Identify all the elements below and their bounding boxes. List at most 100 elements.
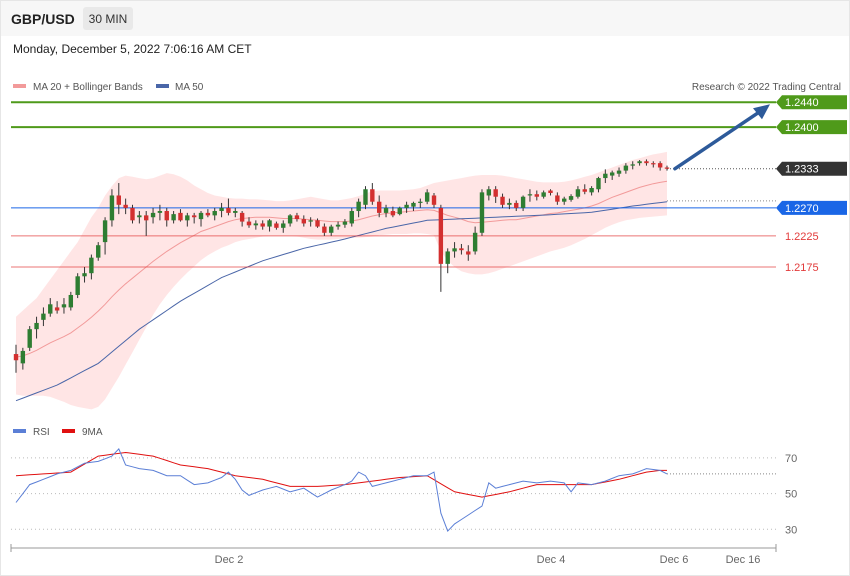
- candle-body: [246, 221, 252, 226]
- candle-body: [301, 219, 307, 224]
- rsi-tick-30: 30: [785, 524, 797, 536]
- candle-body: [479, 192, 485, 233]
- x-tick-dec-16: Dec 16: [726, 554, 761, 566]
- candle-body: [644, 161, 649, 164]
- candles-layer: [13, 159, 670, 373]
- header-bar: [1, 1, 849, 36]
- rsi-ma-legend-swatch: [62, 429, 75, 433]
- level-tag-1.2400: [776, 120, 847, 135]
- candle-body: [109, 195, 115, 221]
- level-labels-layer: 1.2440 1.2400 1.2333 1.2270 1.2225 1.2175: [776, 95, 847, 274]
- candle-body: [274, 223, 279, 228]
- candle-body: [424, 192, 430, 202]
- candle-body: [493, 189, 498, 197]
- candle-body: [582, 189, 587, 192]
- candle-body: [431, 195, 437, 205]
- rsi-legend-label: RSI: [33, 427, 50, 438]
- x-tick-dec-2: Dec 2: [215, 554, 244, 566]
- rsi-tick-70: 70: [785, 453, 797, 465]
- candle-body: [370, 189, 375, 202]
- candle-body: [144, 215, 149, 221]
- forecast-arrow-shaft: [673, 108, 764, 171]
- candle-body: [575, 189, 581, 197]
- candle-body: [157, 211, 163, 213]
- candle-body: [102, 220, 108, 243]
- candle-body: [171, 214, 176, 221]
- ma20-legend-label: MA 20 + Bollinger Bands: [33, 82, 143, 93]
- candle-body: [520, 196, 526, 208]
- ma20-legend-swatch: [13, 84, 26, 88]
- candle-body: [596, 178, 601, 190]
- candle-body: [48, 304, 53, 314]
- candle-body: [404, 204, 409, 208]
- level-lines-layer: [11, 101, 776, 268]
- ma50-legend-label: MA 50: [175, 82, 204, 93]
- candle-body: [651, 163, 656, 165]
- candle-body: [116, 195, 121, 205]
- candle-body: [41, 313, 46, 320]
- candle-body: [164, 211, 169, 221]
- candle-body: [541, 192, 546, 197]
- candle-body: [356, 201, 361, 212]
- candle-body: [342, 221, 348, 225]
- level-label-1.2270: 1.2270: [785, 203, 819, 215]
- rsi-panel-bg: [11, 420, 777, 546]
- candle-body: [527, 194, 533, 196]
- ma20-line: [15, 180, 668, 358]
- candle-body: [589, 188, 594, 193]
- candle-body: [34, 322, 39, 330]
- candle-body: [445, 251, 450, 264]
- ma50-legend-swatch: [156, 84, 169, 88]
- level-tag-1.2270: [776, 200, 847, 215]
- x-tick-dec-6: Dec 6: [660, 554, 689, 566]
- rsi-layer: 70 50 30: [11, 448, 797, 536]
- candle-body: [253, 223, 259, 226]
- candle-body: [603, 173, 608, 179]
- rsi-ma-line: [15, 451, 667, 498]
- candle-body: [322, 226, 327, 233]
- candle-body: [75, 276, 80, 295]
- candle-body: [514, 202, 519, 208]
- candle-body: [568, 196, 574, 200]
- candle-body: [616, 170, 622, 174]
- timeframe-button[interactable]: 30 MIN: [83, 7, 133, 30]
- x-tick-dec-4: Dec 4: [537, 554, 566, 566]
- candle-body: [308, 220, 313, 222]
- candle-body: [411, 202, 416, 207]
- candle-body: [383, 207, 389, 213]
- candle-body: [137, 215, 142, 218]
- rsi-line: [15, 448, 668, 533]
- candle-body: [150, 212, 156, 218]
- candle-body: [185, 215, 190, 221]
- candle-body: [623, 165, 629, 171]
- candle-body: [418, 201, 423, 203]
- candle-body: [54, 307, 60, 311]
- candle-body: [466, 251, 471, 255]
- candle-body: [68, 294, 74, 308]
- candle-body: [390, 211, 396, 216]
- credit-text: Research © 2022 Trading Central: [692, 82, 841, 93]
- candle-body: [219, 207, 224, 212]
- candle-body: [657, 163, 663, 168]
- candle-body: [376, 201, 382, 213]
- candle-body: [178, 212, 183, 221]
- candle-body: [500, 196, 505, 205]
- candle-body: [562, 198, 567, 202]
- rsi-ma-legend-label: 9MA: [82, 427, 103, 438]
- candle-body: [89, 257, 94, 274]
- candle-body: [27, 329, 32, 348]
- timestamp: Monday, December 5, 2022 7:06:16 AM CET: [13, 42, 252, 56]
- candle-body: [637, 161, 642, 164]
- candle-body: [472, 232, 478, 252]
- timeframe-label: 30 MIN: [88, 11, 128, 26]
- candle-body: [335, 224, 341, 227]
- ma50-line: [15, 201, 668, 402]
- candle-body: [452, 248, 457, 252]
- candle-body: [239, 212, 245, 222]
- candle-body: [548, 190, 553, 193]
- candle-body: [287, 215, 293, 224]
- candle-body: [198, 212, 204, 220]
- candle-body: [397, 207, 402, 215]
- candle-body: [260, 223, 265, 227]
